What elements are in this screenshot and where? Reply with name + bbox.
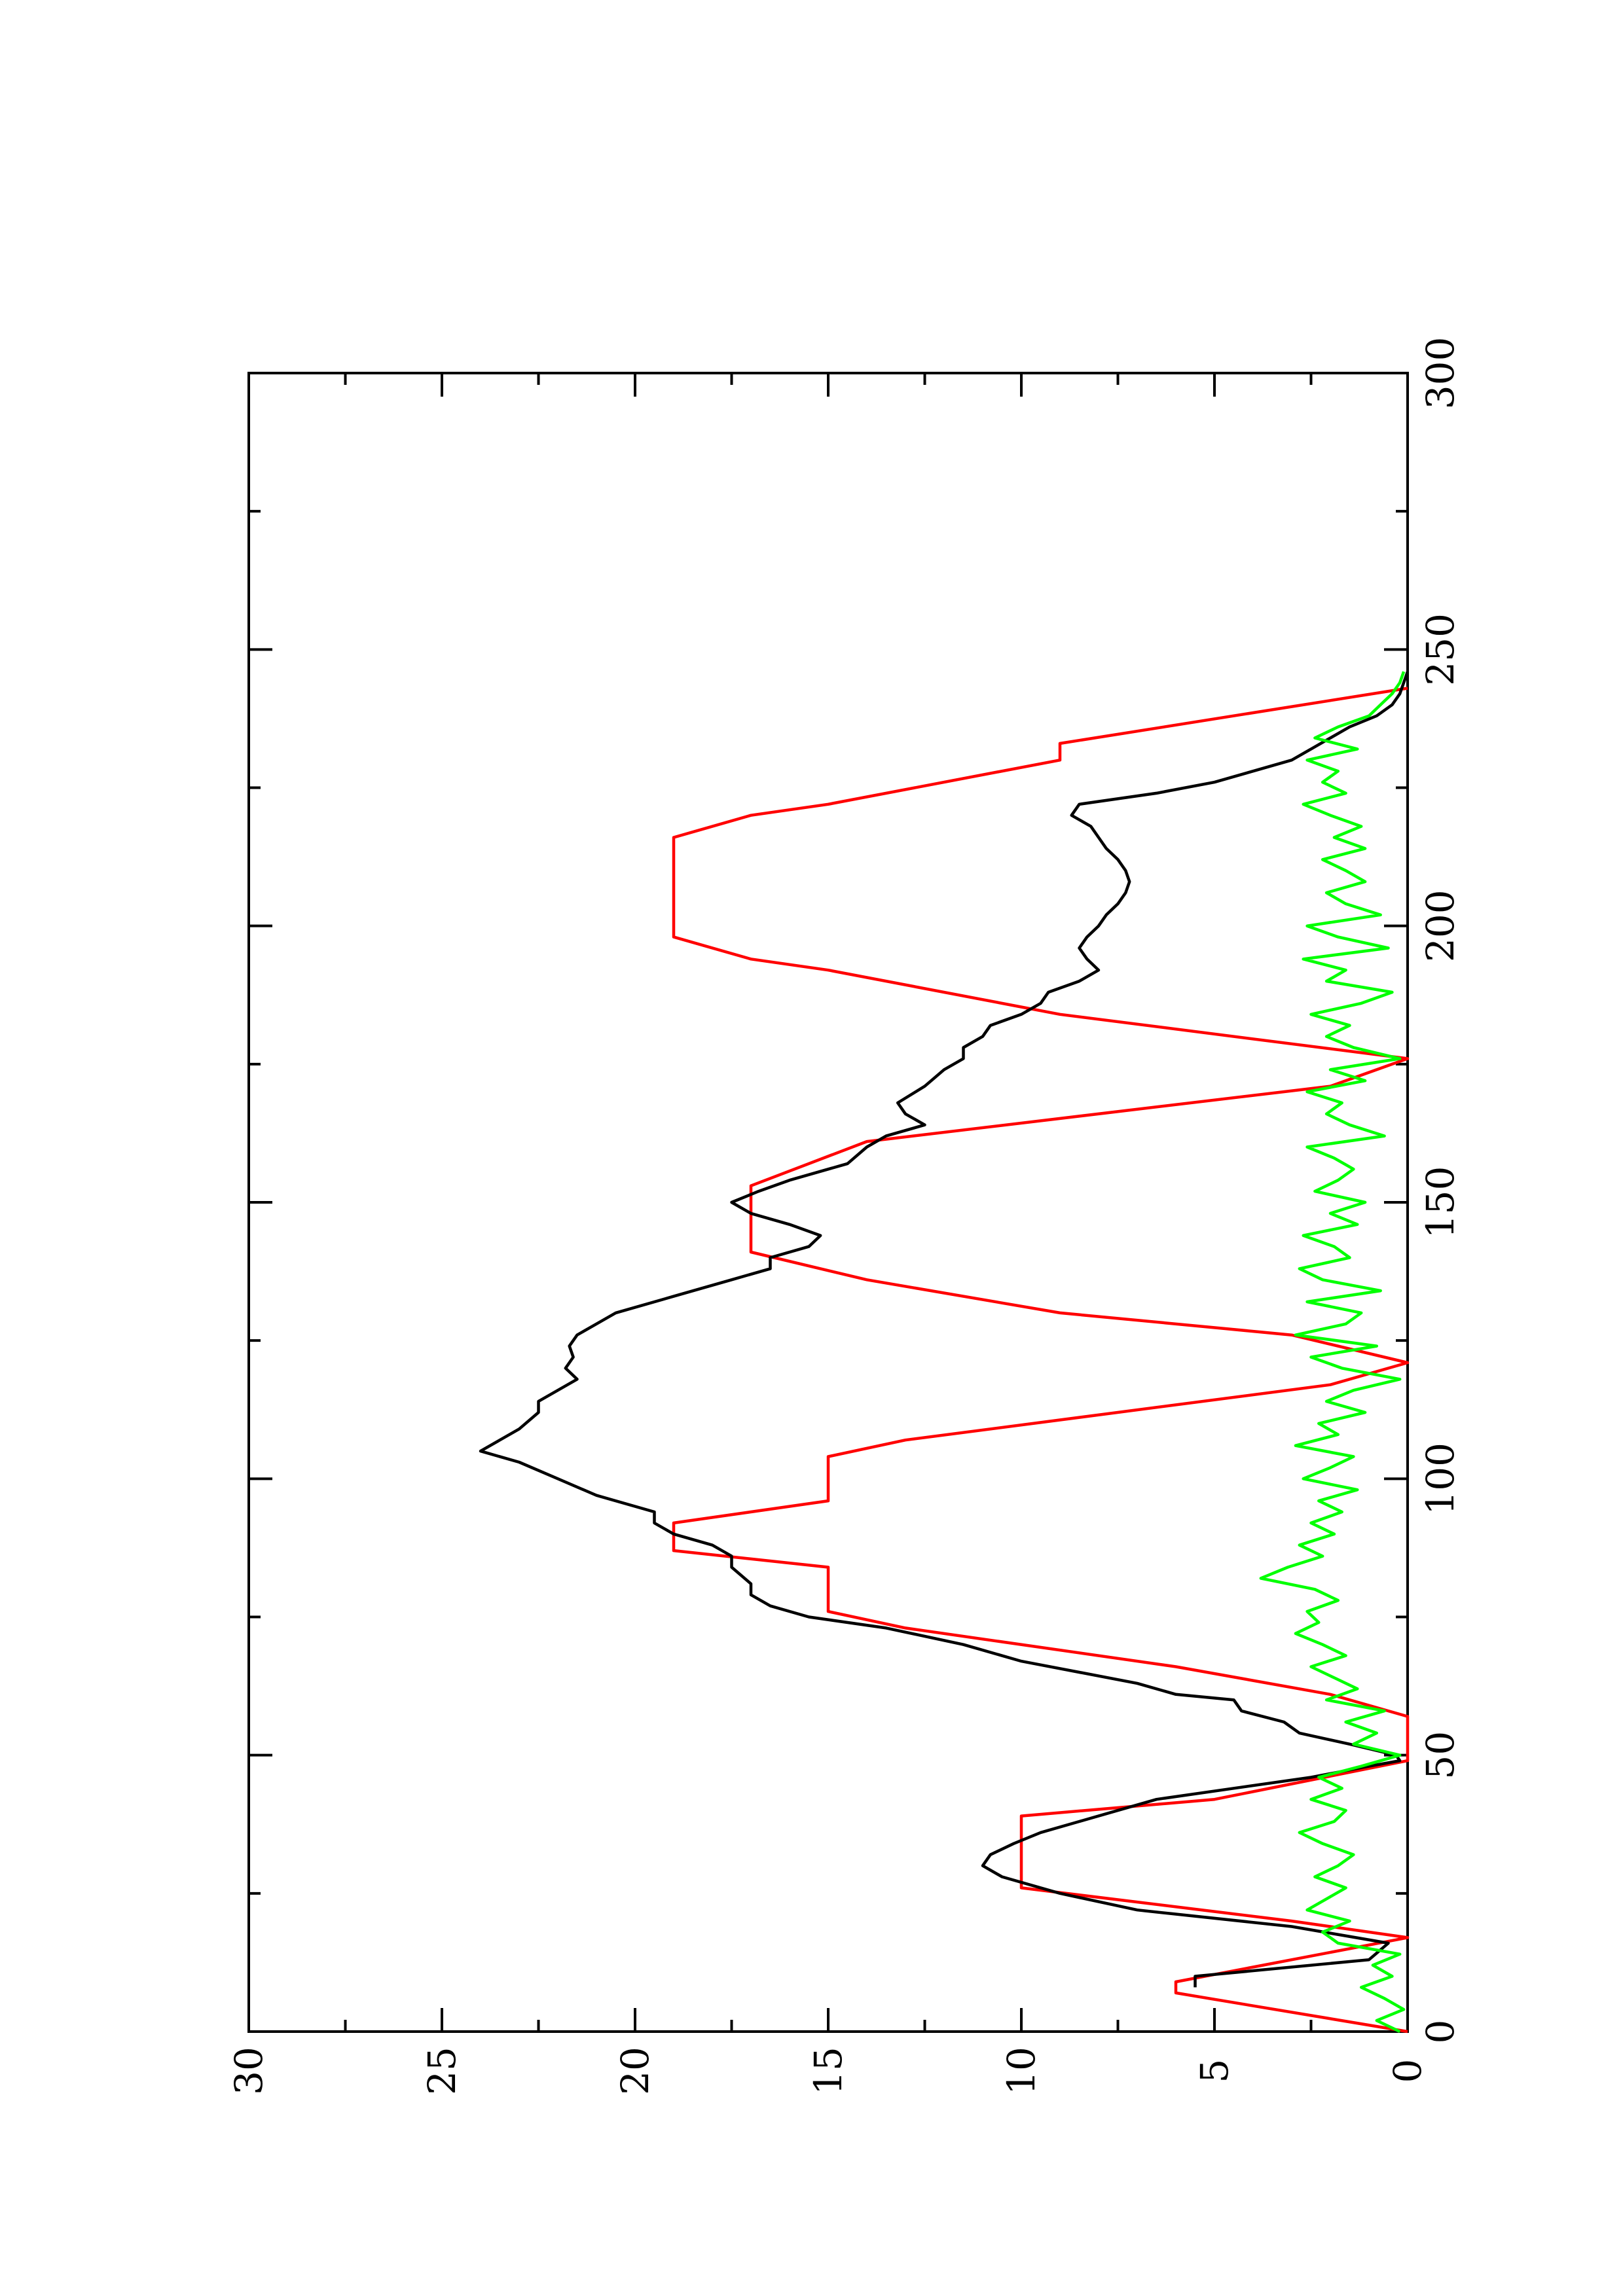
x-tick-label: 150 xyxy=(1418,1166,1463,1239)
plot-border xyxy=(247,372,1409,2033)
series-red-line xyxy=(672,687,1410,2034)
series-green-line xyxy=(1259,671,1406,2034)
series-lines xyxy=(479,671,1410,2034)
x-tick-label: 100 xyxy=(1418,1443,1463,1515)
y-tick-label: 25 xyxy=(420,2047,464,2095)
x-tick-label: 0 xyxy=(1418,2020,1463,2044)
tick-labels: 0 50 100 150 200 250 300 0 5 10 15 20 25 30 xyxy=(227,337,1463,2095)
series-black-line xyxy=(479,671,1410,1988)
y-tick-label: 20 xyxy=(613,2047,657,2095)
y-tick-label: 10 xyxy=(999,2047,1044,2095)
plot-frame xyxy=(247,372,1409,2033)
x-tick-label: 200 xyxy=(1418,889,1463,962)
axis-ticks xyxy=(247,372,1409,2033)
x-tick-label: 300 xyxy=(1418,337,1463,410)
y-tick-label: 0 xyxy=(1385,2059,1430,2083)
y-tick-label: 5 xyxy=(1192,2059,1237,2083)
x-tick-label: 50 xyxy=(1418,1731,1463,1780)
y-tick-label: 30 xyxy=(227,2047,271,2095)
x-tick-label: 250 xyxy=(1418,613,1463,686)
y-tick-label: 15 xyxy=(806,2047,850,2095)
